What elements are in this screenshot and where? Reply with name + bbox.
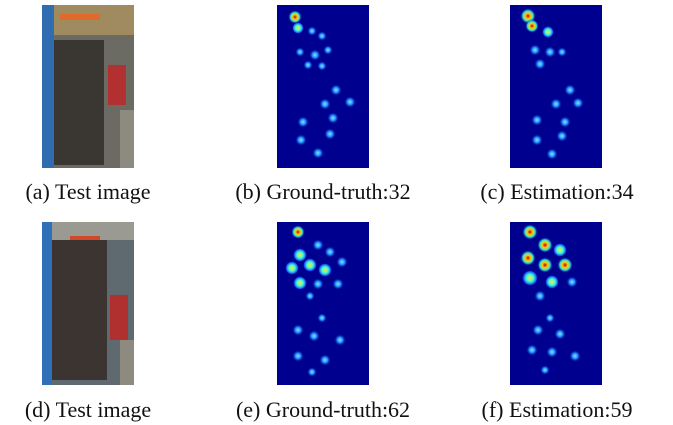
density-map [510, 222, 602, 385]
caption: (a) Test image [25, 179, 150, 204]
caption: (c) Estimation:34 [480, 179, 633, 204]
caption: (d) Test image [25, 397, 151, 422]
density-map [277, 222, 369, 385]
caption: (e) Ground-truth:62 [236, 397, 410, 422]
caption: (b) Ground-truth:32 [235, 179, 410, 204]
density-map [510, 5, 602, 168]
density-map [277, 5, 369, 168]
test-image [42, 5, 134, 168]
test-image [42, 222, 134, 385]
caption: (f) Estimation:59 [482, 397, 633, 422]
